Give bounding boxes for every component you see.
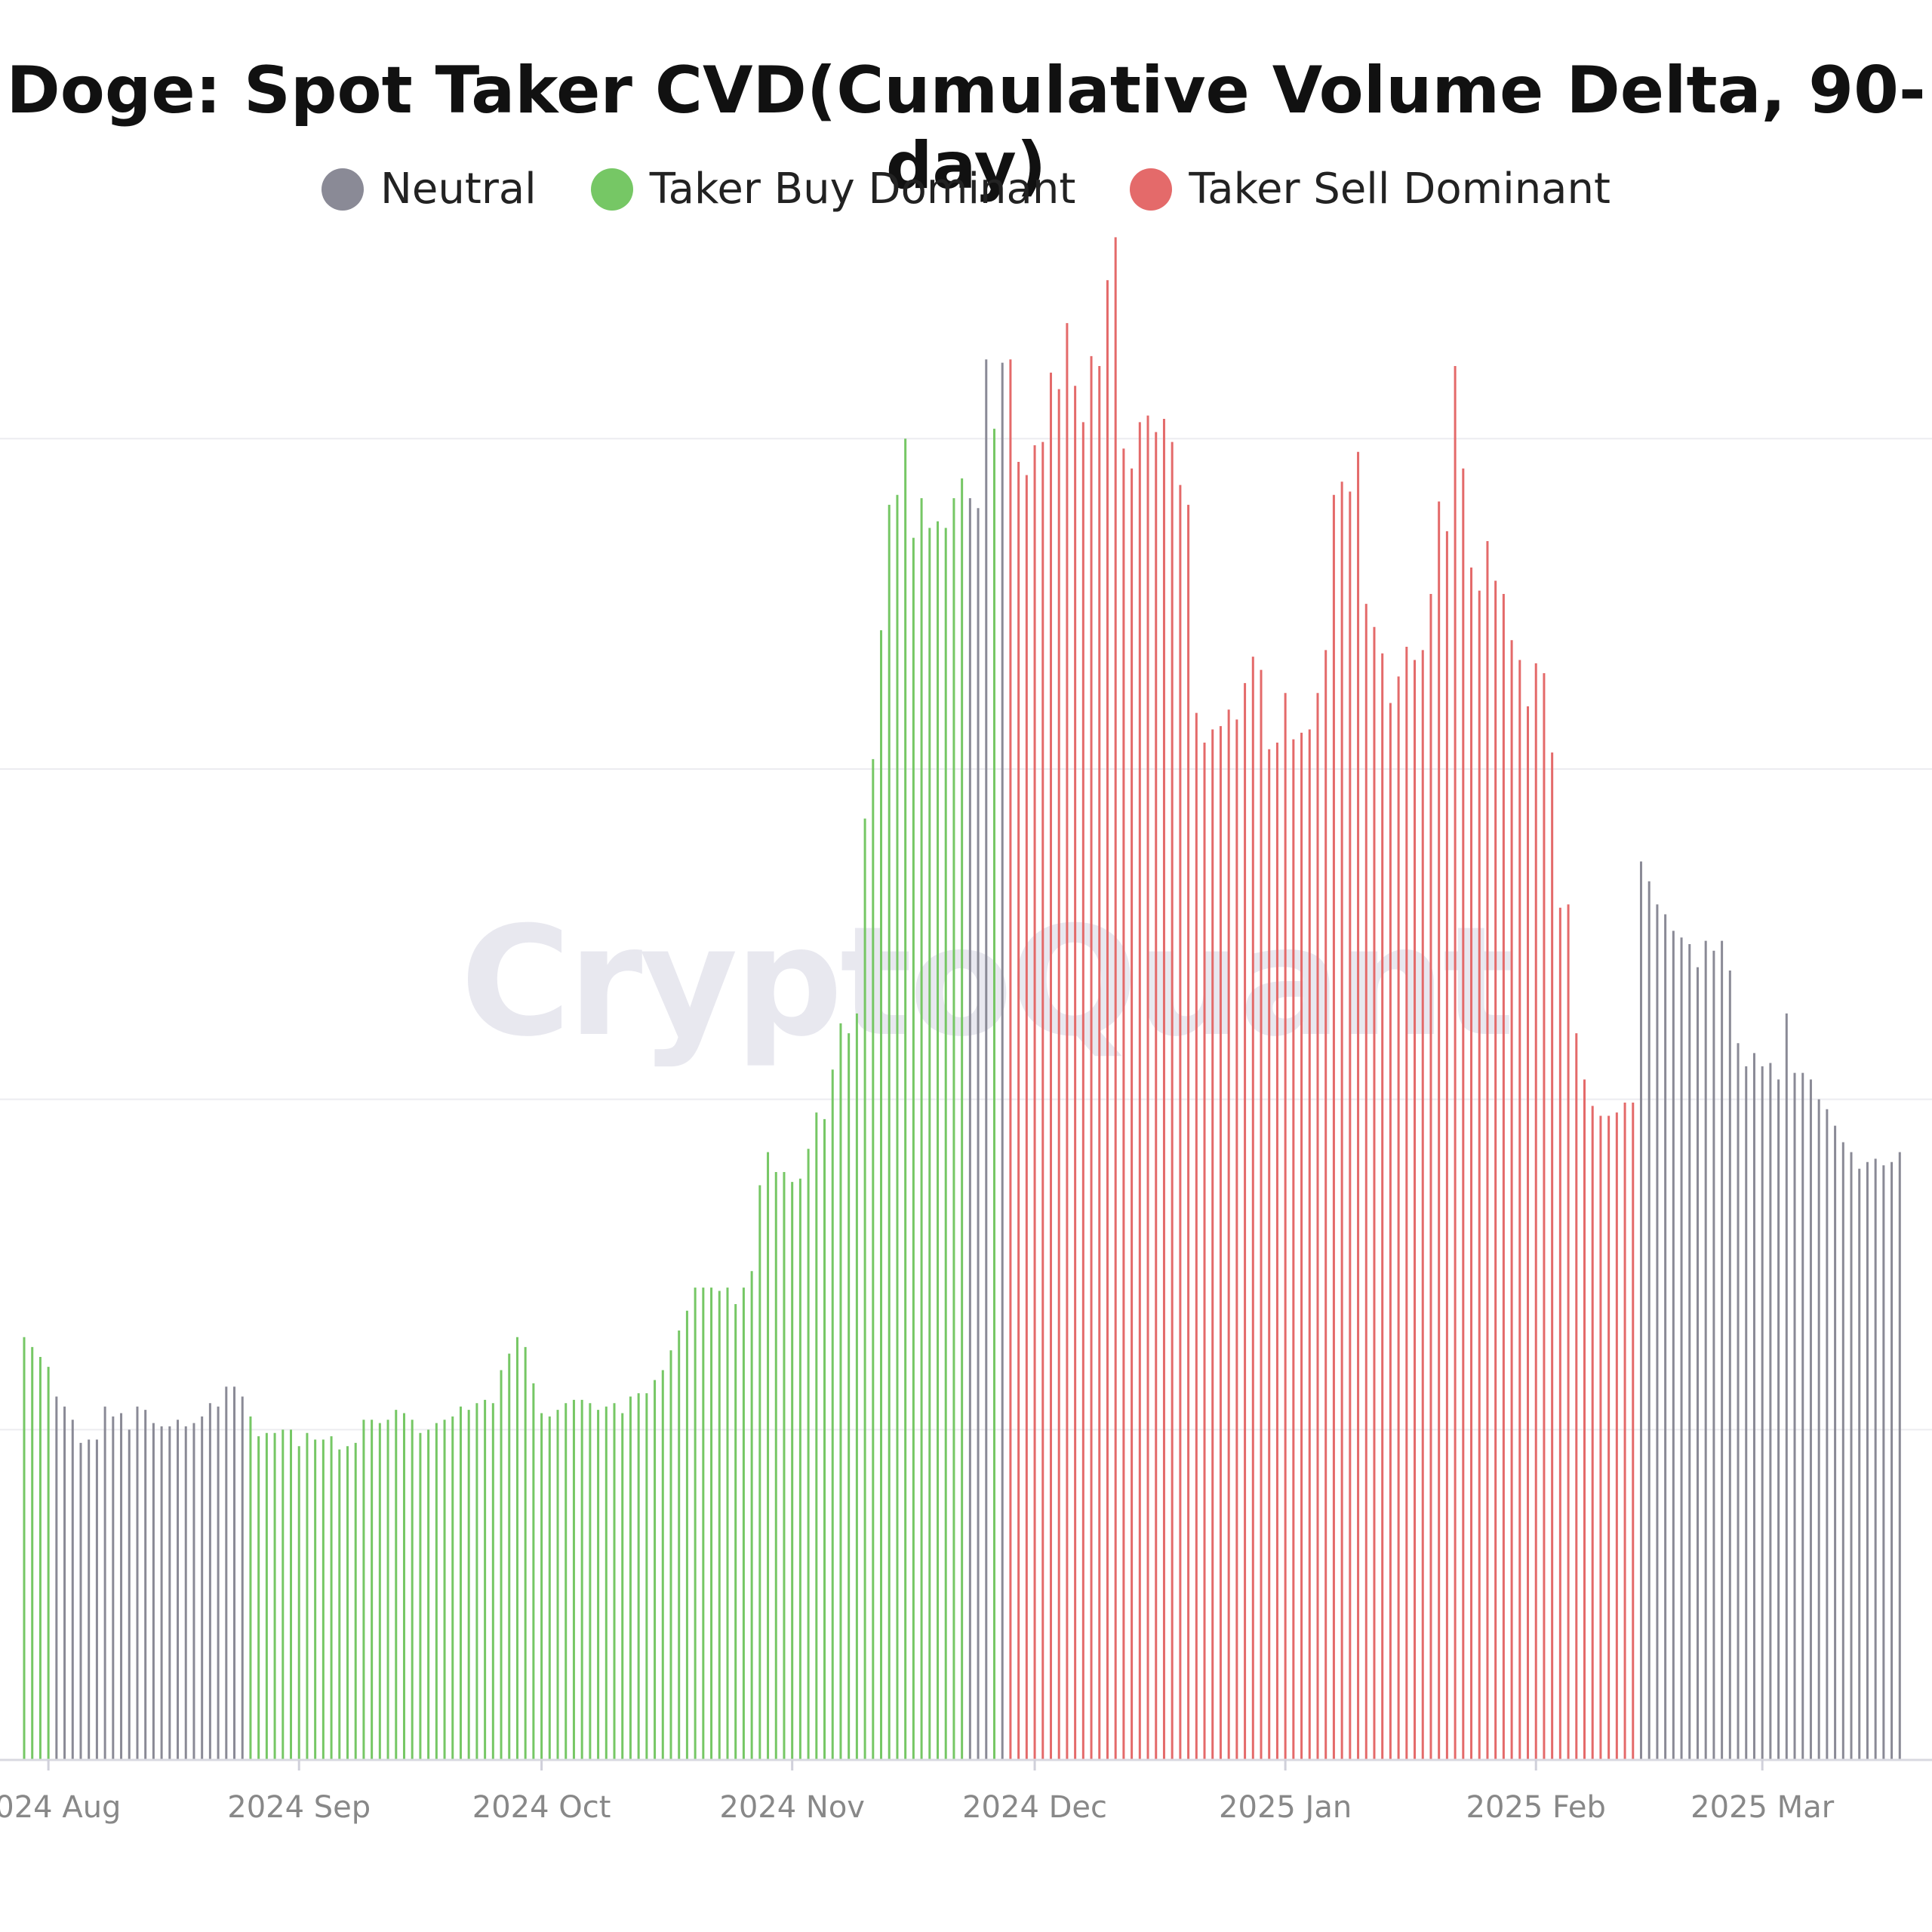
legend-label-sell: Taker Sell Dominant <box>1189 165 1611 214</box>
gridlines <box>0 438 1932 1431</box>
legend-dot-buy <box>590 168 633 211</box>
legend-item-neutral[interactable]: Neutral <box>321 165 537 214</box>
legend-item-buy[interactable]: Taker Buy Dominant <box>590 165 1076 214</box>
legend-dot-sell <box>1130 168 1173 211</box>
legend-label-buy: Taker Buy Dominant <box>649 165 1076 214</box>
bars <box>23 237 1901 1760</box>
legend-item-sell[interactable]: Taker Sell Dominant <box>1130 165 1611 214</box>
x-tick-label: 2025 Feb <box>1466 1790 1606 1825</box>
x-tick-label: 2024 Oct <box>472 1790 611 1825</box>
x-axis-ticks: 2024 Aug 2024 Sep 2024 Oct 2024 Nov 2024 Dec… <box>0 1760 1835 1825</box>
watermark: CryptoQuant <box>460 894 1515 1070</box>
x-tick-label: 2024 Dec <box>962 1790 1107 1825</box>
x-tick-label: 2024 Aug <box>0 1790 121 1825</box>
x-tick-label: 2025 Mar <box>1690 1790 1835 1825</box>
x-tick-label: 2024 Nov <box>719 1790 865 1825</box>
legend-label-neutral: Neutral <box>380 165 537 214</box>
legend-dot-neutral <box>321 168 365 211</box>
x-tick-label: 2024 Sep <box>227 1790 371 1825</box>
legend: Neutral Taker Buy Dominant Taker Sell Domi… <box>0 165 1932 214</box>
chart-title: Doge: Spot Taker CVD(Cumulative Volume D… <box>6 53 1926 204</box>
x-tick-label: 2025 Jan <box>1219 1790 1352 1825</box>
